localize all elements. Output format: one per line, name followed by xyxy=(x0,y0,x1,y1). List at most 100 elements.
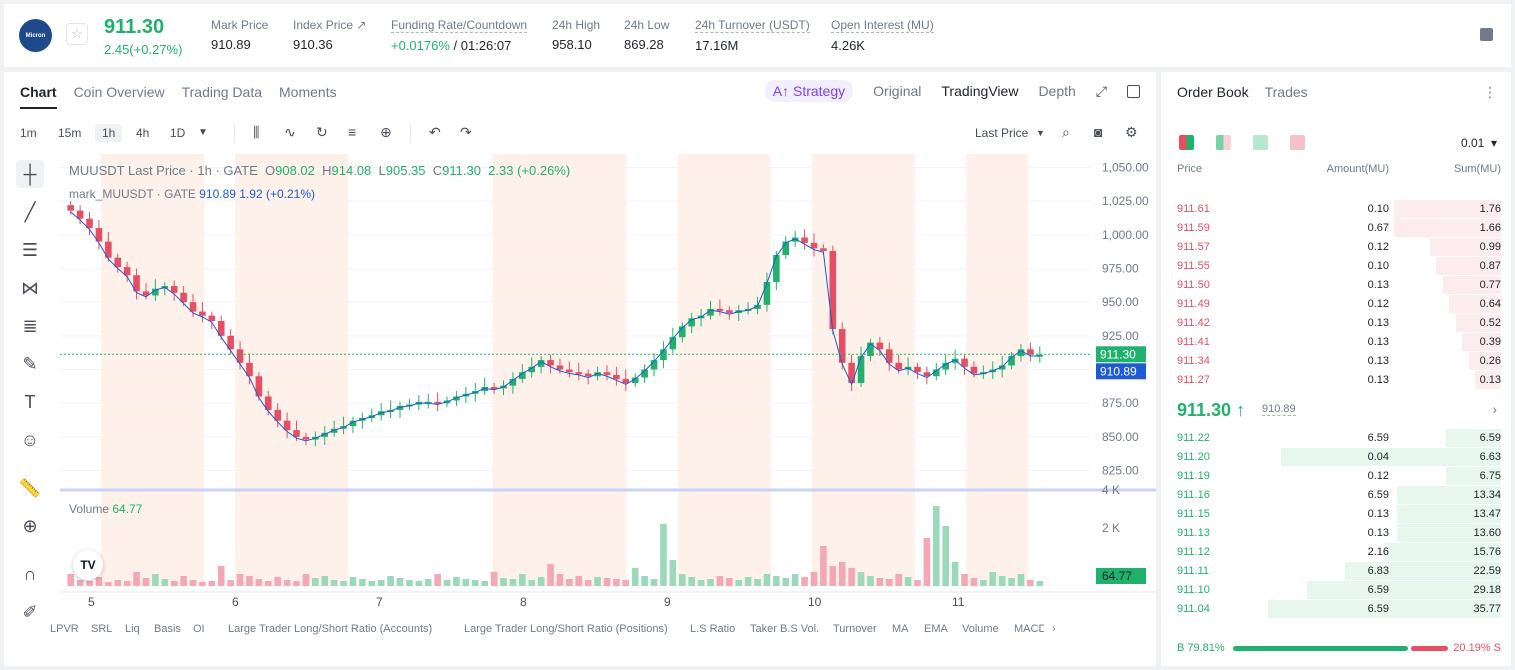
tab-moments[interactable]: Moments xyxy=(279,84,337,100)
ask-row[interactable]: 911.57 0.12 0.99 xyxy=(1177,238,1501,256)
precision-select[interactable]: 0.01 ▾ xyxy=(1460,136,1497,150)
tradingview-logo[interactable]: TV xyxy=(73,550,103,580)
candle-body xyxy=(848,362,855,383)
ask-row[interactable]: 911.41 0.13 0.39 xyxy=(1177,333,1501,351)
expand-icon[interactable]: ⤢ xyxy=(1095,82,1107,99)
ind-macd[interactable]: MACD xyxy=(1014,623,1044,635)
bid-row[interactable]: 911.10 6.59 29.18 xyxy=(1177,581,1501,599)
zoom-in-icon[interactable]: ⊕ xyxy=(22,515,38,536)
bid-row[interactable]: 911.11 6.83 22.59 xyxy=(1177,562,1501,580)
indicators-icon[interactable]: ∿ xyxy=(284,124,296,140)
chevron-right-icon[interactable]: › xyxy=(1492,401,1497,417)
ind-liq[interactable]: Liq xyxy=(125,623,140,635)
bid-row[interactable]: 911.15 0.13 13.47 xyxy=(1177,505,1501,523)
interval-1d[interactable]: 1D xyxy=(170,126,186,140)
search-icon[interactable]: ⌕ xyxy=(1062,124,1070,140)
ind-basis[interactable]: Basis xyxy=(154,623,181,635)
add-indicator-icon[interactable]: ⊕ xyxy=(380,124,392,140)
window-icon[interactable] xyxy=(1127,84,1140,98)
bid-row[interactable]: 911.16 6.59 13.34 xyxy=(1177,486,1501,504)
bid-row[interactable]: 911.13 0.13 13.60 xyxy=(1177,524,1501,542)
bid-row[interactable]: 911.22 6.59 6.59 xyxy=(1177,429,1501,447)
mode-bids-icon[interactable] xyxy=(1253,135,1268,150)
book-mode-selector xyxy=(1179,135,1305,150)
price-axis-label: 825.00 xyxy=(1102,464,1139,478)
ask-row[interactable]: 911.34 0.13 0.26 xyxy=(1177,352,1501,370)
view-depth[interactable]: Depth xyxy=(1038,83,1076,99)
interval-4h[interactable]: 4h xyxy=(136,126,150,140)
tab-trades[interactable]: Trades xyxy=(1264,84,1308,100)
favorite-star-icon[interactable]: ☆ xyxy=(66,23,88,45)
pattern-icon[interactable]: ⋈ xyxy=(21,277,39,298)
view-tradingview[interactable]: TradingView xyxy=(941,83,1019,99)
ind-large-trader-positions[interactable]: Large Trader Long/Short Ratio (Positions… xyxy=(464,623,668,635)
mode-both-alt-icon[interactable] xyxy=(1216,135,1231,150)
ind-large-trader-accounts[interactable]: Large Trader Long/Short Ratio (Accounts) xyxy=(228,623,433,635)
templates-icon[interactable]: ≡ xyxy=(348,124,357,140)
price-type-chevron-icon[interactable]: ▼ xyxy=(1036,128,1045,138)
candle-body xyxy=(951,358,959,363)
brush-icon[interactable]: ✎ xyxy=(22,353,38,374)
mode-both-icon[interactable] xyxy=(1179,135,1194,150)
volume-bar xyxy=(152,574,159,586)
ind-turnover[interactable]: Turnover xyxy=(833,623,877,635)
settings-gear-icon[interactable]: ⚙ xyxy=(1125,124,1138,140)
tab-coin-overview[interactable]: Coin Overview xyxy=(73,84,165,100)
interval-1h[interactable]: 1h xyxy=(95,124,123,142)
ask-row[interactable]: 911.27 0.13 0.13 xyxy=(1177,371,1501,389)
candle-type-icon[interactable]: ⫼ xyxy=(253,124,260,140)
ask-row[interactable]: 911.55 0.10 0.87 xyxy=(1177,257,1501,275)
more-options-icon[interactable]: ⋮ xyxy=(1483,84,1497,100)
tab-trading-data[interactable]: Trading Data xyxy=(181,84,263,100)
emoji-icon[interactable]: ☺ xyxy=(20,429,40,450)
redo-icon[interactable]: ↷ xyxy=(460,124,472,140)
undo-icon[interactable]: ↶ xyxy=(429,124,441,140)
bid-row[interactable]: 911.12 2.16 15.76 xyxy=(1177,543,1501,561)
compare-icon[interactable]: ↻ xyxy=(316,124,328,140)
volume-bar xyxy=(1017,574,1025,586)
bid-row[interactable]: 911.04 6.59 35.77 xyxy=(1177,600,1501,618)
indicator-scroll-right-icon[interactable]: › xyxy=(1052,623,1056,635)
ind-oi[interactable]: OI xyxy=(193,623,205,635)
text-tool-icon[interactable]: T xyxy=(24,391,36,412)
ruler-icon[interactable]: 📏 xyxy=(18,477,42,498)
mode-asks-icon[interactable] xyxy=(1290,135,1305,150)
tab-chart[interactable]: Chart xyxy=(20,84,57,109)
ask-row[interactable]: 911.50 0.13 0.77 xyxy=(1177,276,1501,294)
ind-ma[interactable]: MA xyxy=(892,623,909,635)
ask-row[interactable]: 911.49 0.12 0.64 xyxy=(1177,295,1501,313)
horizontal-lines-icon[interactable]: ☰ xyxy=(21,239,39,260)
magnet-icon[interactable]: ∩ xyxy=(23,563,37,584)
ind-srl[interactable]: SRL xyxy=(91,623,113,635)
camera-icon[interactable]: ◙ xyxy=(1094,124,1103,140)
ind-lpvr[interactable]: LPVR xyxy=(50,623,79,635)
trend-line-icon[interactable]: ╱ xyxy=(24,201,36,222)
depth-bar xyxy=(1445,429,1501,447)
ask-row[interactable]: 911.42 0.13 0.52 xyxy=(1177,314,1501,332)
strategy-button[interactable]: A↑ Strategy xyxy=(764,80,854,102)
interval-1m[interactable]: 1m xyxy=(20,126,37,140)
depth-bar xyxy=(1397,524,1501,542)
price-chart[interactable]: 1,050.00 1,025.00 1,000.00 975.00 950.00 925.… xyxy=(60,154,1156,614)
crosshair-icon[interactable]: ┼ xyxy=(16,160,44,188)
fib-icon[interactable]: ≣ xyxy=(22,315,38,336)
pencil-lock-icon[interactable]: ✐ xyxy=(22,601,38,622)
view-original[interactable]: Original xyxy=(873,83,922,99)
row-price: 911.04 xyxy=(1177,603,1210,615)
price-type-select[interactable]: Last Price xyxy=(975,126,1029,140)
stat-index-price[interactable]: Index Price ↗ 910.36 xyxy=(293,18,367,52)
guide-book-icon[interactable] xyxy=(1480,28,1493,41)
ind-ls-ratio[interactable]: L.S Ratio xyxy=(690,623,736,635)
interval-15m[interactable]: 15m xyxy=(58,126,82,140)
bid-row[interactable]: 911.20 0.04 6.63 xyxy=(1177,448,1501,466)
tab-order-book[interactable]: Order Book xyxy=(1177,84,1249,100)
interval-dropdown-icon[interactable]: ▼ xyxy=(198,127,208,138)
ind-ema[interactable]: EMA xyxy=(924,623,948,635)
bid-row[interactable]: 911.19 0.12 6.75 xyxy=(1177,467,1501,485)
time-axis-label: 7 xyxy=(376,595,383,609)
ind-volume[interactable]: Volume xyxy=(962,623,999,635)
volume-bar xyxy=(754,579,761,586)
ask-row[interactable]: 911.59 0.67 1.66 xyxy=(1177,219,1501,237)
ask-row[interactable]: 911.61 0.10 1.76 xyxy=(1177,200,1501,218)
ind-taker-bs-vol[interactable]: Taker B.S Vol. xyxy=(750,623,820,635)
